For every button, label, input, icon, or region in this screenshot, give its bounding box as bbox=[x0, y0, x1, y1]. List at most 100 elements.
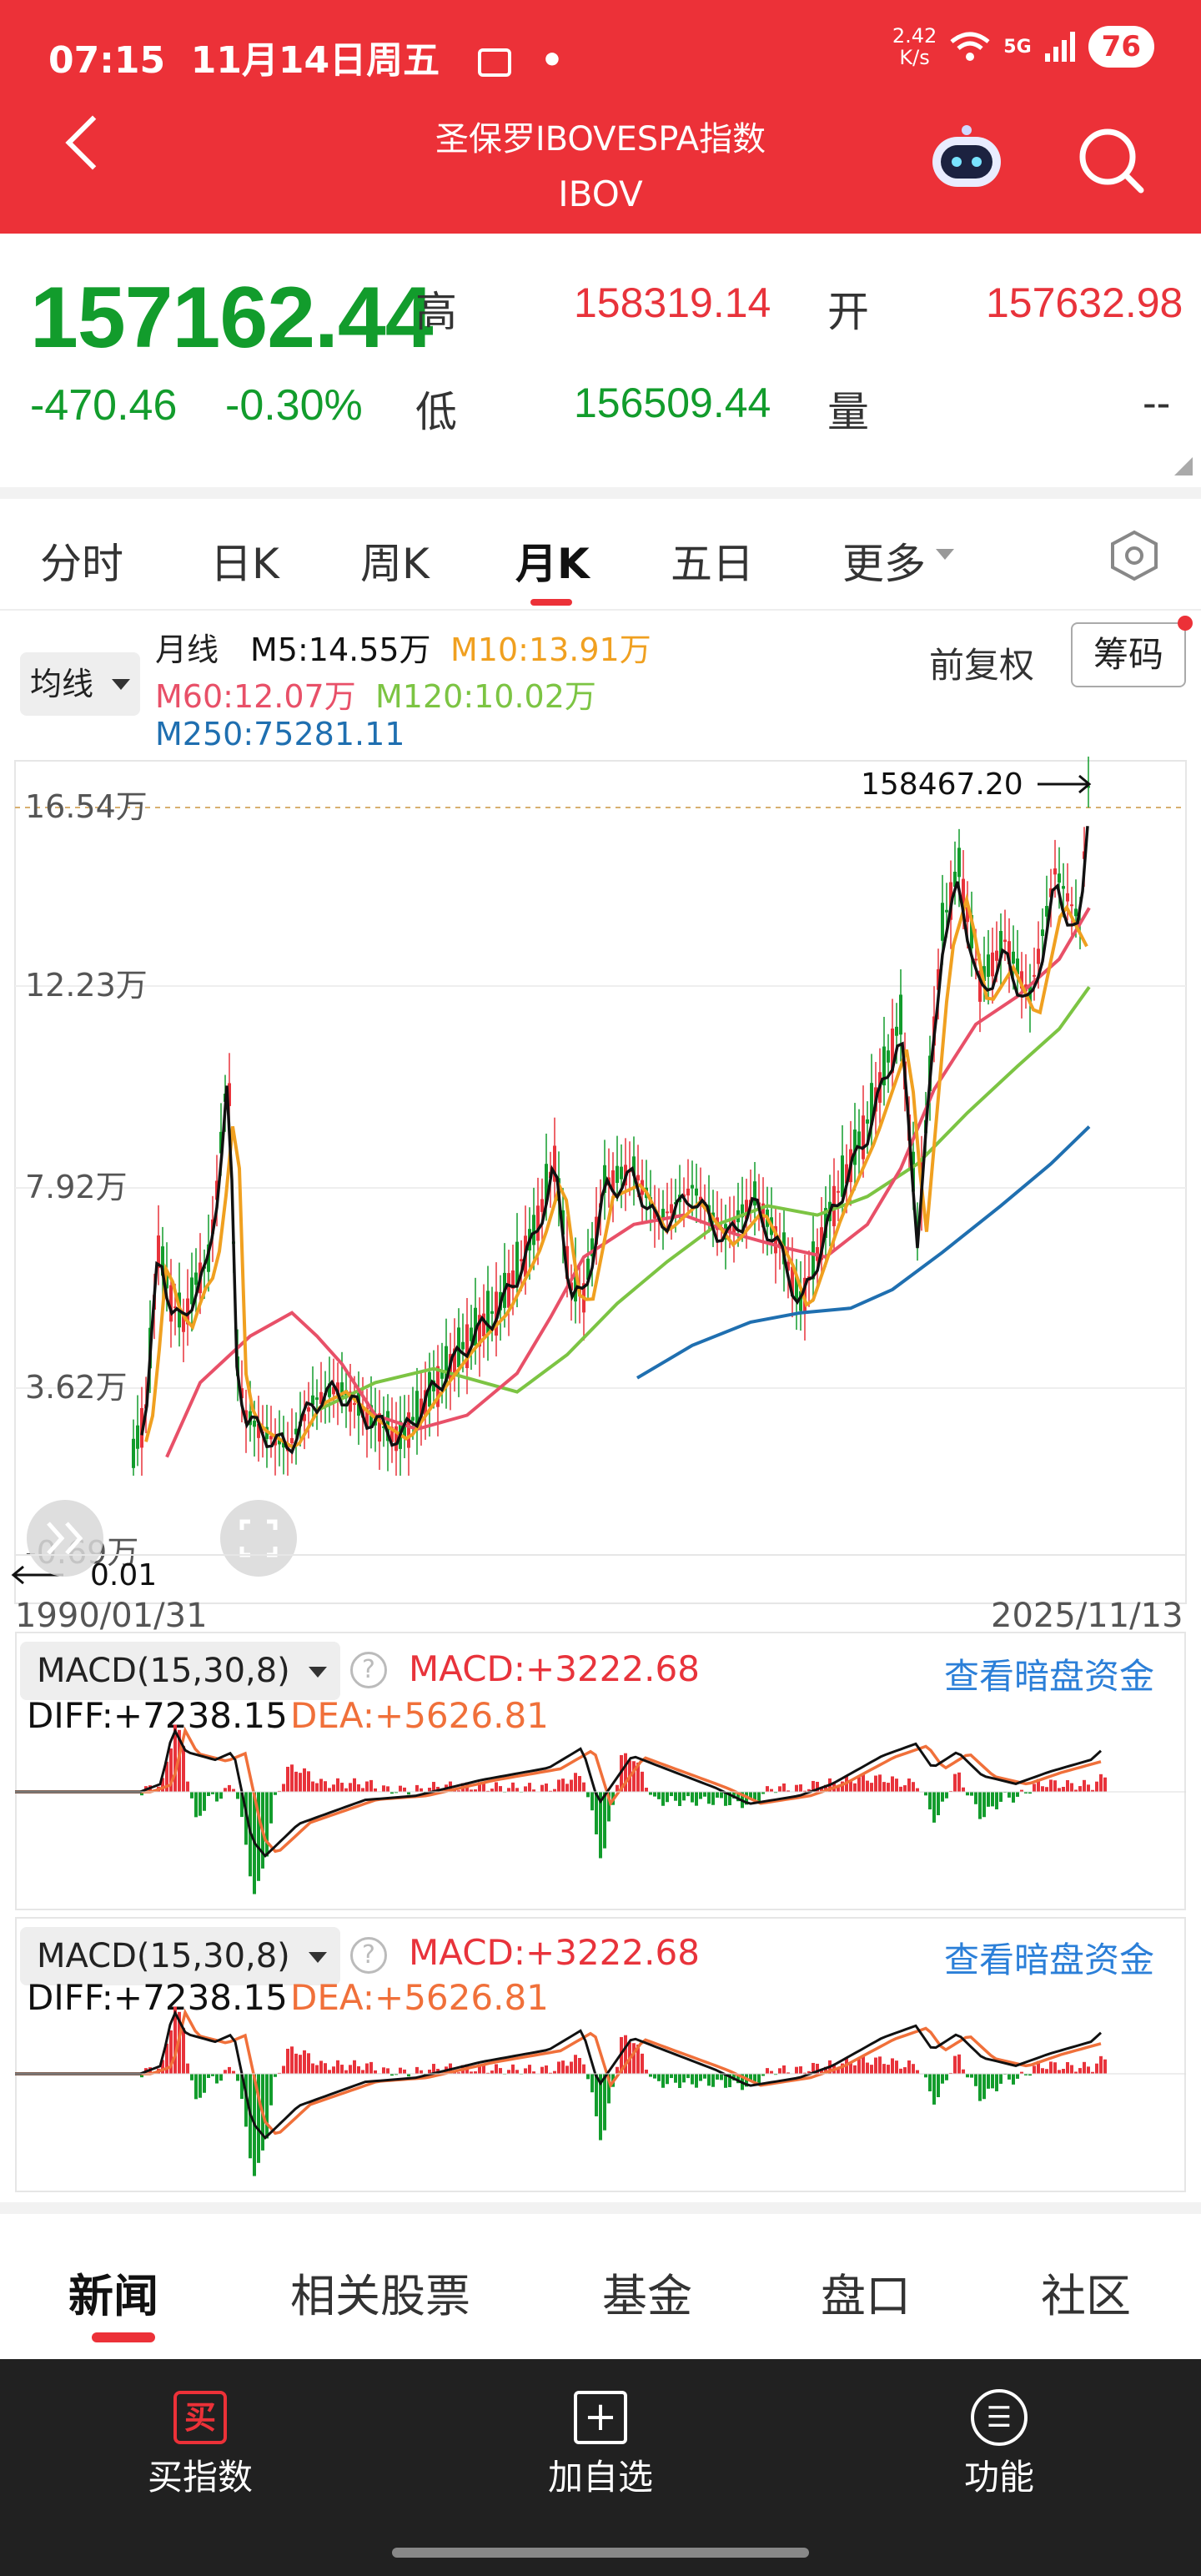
macd-bar bbox=[403, 1787, 406, 1792]
tab-five-day[interactable]: 五日 bbox=[671, 540, 754, 588]
macd-bar bbox=[895, 1779, 898, 1792]
macd-bar bbox=[603, 2074, 606, 2131]
macd-bar bbox=[528, 1783, 531, 1792]
macd-bar bbox=[590, 2074, 594, 2093]
macd-bar bbox=[549, 1790, 552, 1792]
candle-body bbox=[415, 1391, 419, 1426]
macd-bar bbox=[1012, 1792, 1015, 1803]
macd-selector[interactable]: MACD(15,30,8) bbox=[20, 1642, 340, 1700]
macd-bar bbox=[837, 2069, 840, 2074]
macd-bar bbox=[140, 1792, 143, 1796]
macd-bar bbox=[1091, 2071, 1094, 2074]
macd-bar bbox=[303, 2050, 306, 2074]
macd-bar bbox=[1058, 2070, 1061, 2074]
macd-bar bbox=[1028, 1792, 1032, 1794]
tab-news[interactable]: 新闻 bbox=[68, 2270, 158, 2322]
y-tick-label: 7.92万 bbox=[25, 1169, 128, 1205]
candle-body bbox=[666, 1211, 669, 1214]
expand-chart-button[interactable] bbox=[27, 1500, 103, 1577]
macd-bar bbox=[215, 2074, 219, 2084]
dark-pool-link[interactable]: 查看暗盘资金 bbox=[944, 1656, 1155, 1697]
y-tick-label: 12.23万 bbox=[25, 967, 148, 1004]
end-date-label: 2025/11/13 bbox=[991, 1597, 1183, 1635]
macd-bar bbox=[490, 1789, 494, 1792]
macd-selector-label: MACD(15,30,8) bbox=[37, 1937, 290, 1975]
macd-bar bbox=[490, 2070, 494, 2074]
high-label: 高 bbox=[415, 288, 457, 336]
tab-community[interactable]: 社区 bbox=[1041, 2270, 1131, 2322]
dark-pool-link[interactable]: 查看暗盘资金 bbox=[944, 1940, 1155, 1980]
macd-bar bbox=[824, 2066, 827, 2074]
candle-body bbox=[307, 1407, 310, 1412]
ma-selector[interactable]: 均线 bbox=[20, 652, 140, 716]
candle-body bbox=[895, 1026, 898, 1036]
candle-body bbox=[1016, 958, 1019, 975]
macd-bar bbox=[257, 2074, 260, 2163]
candle-body bbox=[1003, 939, 1007, 943]
tab-order-book[interactable]: 盘口 bbox=[821, 2270, 911, 2322]
tab-related-stocks[interactable]: 相关股票 bbox=[290, 2270, 470, 2322]
tab-funds[interactable]: 基金 bbox=[602, 2270, 692, 2322]
signal-icon bbox=[1044, 32, 1075, 62]
macd-bar bbox=[269, 1792, 273, 1824]
macd-bar bbox=[632, 1761, 636, 1792]
candle-body bbox=[278, 1439, 281, 1445]
status-date: 11月14日周五 bbox=[190, 39, 440, 82]
tab-intraday[interactable]: 分时 bbox=[40, 540, 123, 588]
help-icon[interactable]: ? bbox=[350, 1937, 387, 1974]
candle-body bbox=[820, 1227, 823, 1260]
macd-bar bbox=[244, 2074, 248, 2127]
macd-bar bbox=[1037, 2060, 1040, 2074]
adjust-mode-button[interactable]: 前复权 bbox=[929, 645, 1035, 686]
macd-bar bbox=[924, 1792, 927, 1796]
settings-hexagon-icon[interactable] bbox=[1109, 529, 1159, 582]
macd-bar bbox=[607, 2074, 611, 2104]
macd-histogram bbox=[140, 1724, 1107, 1894]
help-icon[interactable]: ? bbox=[350, 1652, 387, 1688]
macd-selector[interactable]: MACD(15,30,8) bbox=[20, 1927, 340, 1985]
candle-body bbox=[887, 1050, 890, 1063]
macd-bar bbox=[695, 1792, 698, 1806]
tab-weekly-k[interactable]: 周K bbox=[360, 540, 430, 588]
macd-bar bbox=[186, 2063, 189, 2074]
macd-bar bbox=[670, 2074, 673, 2079]
candle-body bbox=[478, 1315, 481, 1347]
macd-bar bbox=[482, 1783, 485, 1792]
search-icon[interactable] bbox=[1076, 125, 1146, 195]
candle-body bbox=[453, 1348, 456, 1375]
tab-daily-k[interactable]: 日K bbox=[210, 540, 279, 588]
macd-bar bbox=[240, 2074, 244, 2100]
macd-bar bbox=[878, 2056, 882, 2074]
macd-bar bbox=[957, 2054, 961, 2074]
candle-body bbox=[841, 1155, 844, 1197]
macd-bar bbox=[724, 2074, 727, 2088]
fullscreen-button[interactable] bbox=[220, 1500, 297, 1577]
macd-bar bbox=[661, 1792, 665, 1806]
macd-bar bbox=[470, 1789, 473, 1792]
macd-bar bbox=[887, 1783, 890, 1792]
macd-bar bbox=[428, 2070, 431, 2074]
robot-assistant-icon[interactable] bbox=[927, 122, 1006, 194]
macd-bar bbox=[394, 2074, 398, 2075]
candle-body bbox=[403, 1424, 406, 1437]
kline-chart[interactable]: 16.54万 12.23万 7.92万 3.62万 -0.69万 158467.… bbox=[0, 751, 1201, 1635]
macd-bar bbox=[1041, 1786, 1044, 1792]
double-chevron-right-icon bbox=[47, 1522, 83, 1555]
candle-body bbox=[132, 1438, 135, 1468]
expand-corner-icon[interactable] bbox=[1174, 457, 1193, 475]
candle-body bbox=[1041, 929, 1044, 936]
candle-body bbox=[186, 1298, 189, 1325]
macd-bar bbox=[1083, 2061, 1086, 2074]
macd-bar bbox=[691, 2074, 694, 2085]
candle-body bbox=[536, 1205, 540, 1241]
macd-bar bbox=[987, 2074, 990, 2089]
macd-bar bbox=[812, 1780, 815, 1792]
macd-bar bbox=[586, 2074, 590, 2080]
macd-bar bbox=[340, 2065, 344, 2074]
candle-body bbox=[532, 1215, 535, 1245]
tab-monthly-k[interactable]: 月K bbox=[515, 540, 590, 588]
y-tick-label: 16.54万 bbox=[25, 788, 148, 825]
tab-more[interactable]: 更多 bbox=[842, 531, 954, 591]
chips-button[interactable]: 筹码 bbox=[1071, 622, 1186, 687]
candle-body bbox=[190, 1277, 193, 1305]
